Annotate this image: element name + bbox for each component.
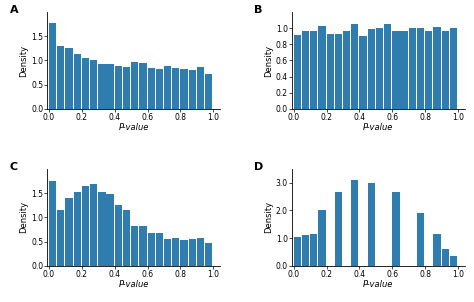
Bar: [189, 70, 196, 109]
Bar: [123, 67, 130, 109]
Bar: [450, 256, 457, 266]
Y-axis label: Density: Density: [19, 44, 28, 76]
Bar: [197, 67, 204, 109]
Bar: [156, 69, 163, 109]
Bar: [442, 249, 449, 266]
Bar: [49, 23, 56, 109]
X-axis label: P-value: P-value: [118, 124, 149, 133]
Bar: [401, 31, 408, 109]
Bar: [310, 234, 318, 266]
Bar: [310, 31, 318, 109]
Bar: [384, 24, 392, 109]
Bar: [417, 213, 424, 266]
Y-axis label: Density: Density: [19, 201, 28, 233]
Bar: [107, 194, 114, 266]
Bar: [115, 205, 122, 266]
Bar: [147, 68, 155, 109]
Bar: [392, 31, 400, 109]
Bar: [98, 192, 106, 266]
Text: A: A: [9, 5, 18, 15]
Bar: [65, 198, 73, 266]
Text: D: D: [254, 162, 264, 172]
Text: C: C: [9, 162, 18, 172]
Bar: [368, 183, 375, 266]
Bar: [49, 181, 56, 266]
Bar: [172, 238, 179, 266]
Bar: [57, 210, 64, 266]
Bar: [359, 36, 367, 109]
Bar: [139, 63, 146, 109]
Bar: [156, 233, 163, 266]
Bar: [302, 235, 309, 266]
Bar: [123, 210, 130, 266]
Bar: [319, 26, 326, 109]
Bar: [57, 46, 64, 109]
Bar: [376, 28, 383, 109]
Bar: [172, 68, 179, 109]
Bar: [327, 34, 334, 109]
Bar: [294, 35, 301, 109]
Bar: [319, 210, 326, 266]
Bar: [90, 59, 97, 109]
Bar: [409, 28, 416, 109]
Bar: [417, 28, 424, 109]
Bar: [65, 48, 73, 109]
Y-axis label: Density: Density: [264, 201, 273, 233]
X-axis label: P-value: P-value: [118, 280, 149, 289]
Bar: [335, 34, 342, 109]
Bar: [164, 66, 171, 109]
Bar: [181, 69, 188, 109]
Bar: [433, 27, 440, 109]
Bar: [335, 192, 342, 266]
Bar: [98, 64, 106, 109]
Bar: [82, 186, 89, 266]
Bar: [351, 180, 358, 266]
Bar: [139, 226, 146, 266]
Bar: [351, 24, 358, 109]
Text: B: B: [254, 5, 263, 15]
Bar: [450, 28, 457, 109]
Bar: [181, 240, 188, 266]
Bar: [368, 29, 375, 109]
Bar: [343, 31, 350, 109]
X-axis label: P-value: P-value: [363, 124, 393, 133]
Bar: [131, 226, 138, 266]
Bar: [205, 243, 212, 266]
Bar: [433, 234, 440, 266]
Bar: [107, 64, 114, 109]
Bar: [73, 54, 81, 109]
Bar: [189, 239, 196, 266]
Bar: [147, 233, 155, 266]
Y-axis label: Density: Density: [264, 44, 273, 76]
Bar: [131, 62, 138, 109]
Bar: [392, 192, 400, 266]
Bar: [294, 237, 301, 266]
Bar: [82, 58, 89, 109]
Bar: [73, 192, 81, 266]
Bar: [425, 31, 432, 109]
Bar: [115, 66, 122, 109]
Bar: [205, 74, 212, 109]
Bar: [302, 31, 309, 109]
Bar: [164, 239, 171, 266]
Bar: [90, 185, 97, 266]
Bar: [197, 238, 204, 266]
Bar: [442, 31, 449, 109]
X-axis label: P-value: P-value: [363, 280, 393, 289]
